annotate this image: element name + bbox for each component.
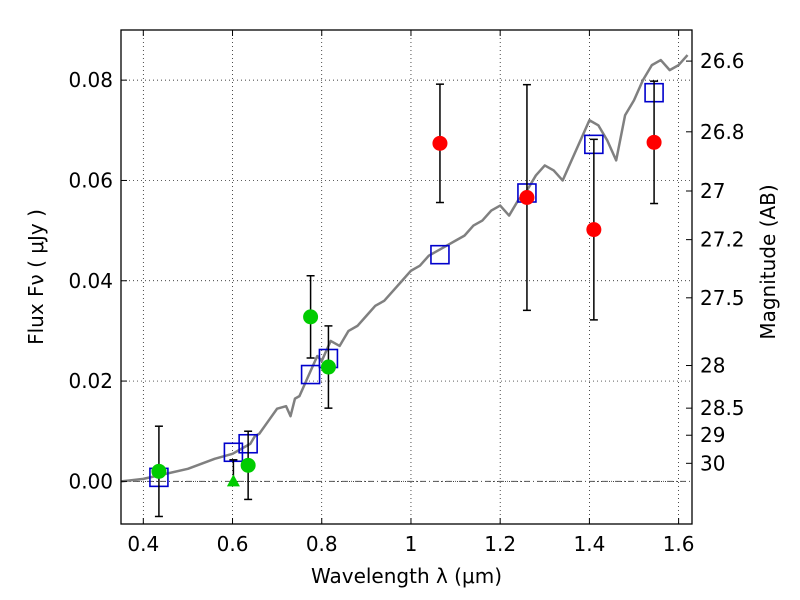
y-tick-label: 0.06 bbox=[68, 168, 113, 192]
y-tick-label: 0.04 bbox=[68, 269, 113, 293]
model-layer bbox=[149, 82, 664, 488]
right-tick-label: 27.5 bbox=[700, 286, 745, 310]
right-tick-label: 27.2 bbox=[700, 228, 745, 252]
red-point bbox=[646, 134, 662, 150]
red-point bbox=[586, 222, 602, 238]
green-point bbox=[240, 457, 256, 473]
ticks-layer: 0.4 0.6 0.8 1 1.2 1.4 1.6 0.00 0.02 0.04 0.06 0.08 2… bbox=[68, 30, 745, 556]
x-tick-label: 1.2 bbox=[484, 532, 516, 556]
green-point bbox=[303, 309, 319, 325]
green-triangle-point bbox=[226, 474, 240, 487]
y-axis-label-right: Magnitude (AB) bbox=[756, 184, 780, 339]
right-tick-label: 27 bbox=[700, 179, 725, 203]
green-point bbox=[320, 359, 336, 375]
right-tick-label: 28 bbox=[700, 354, 725, 378]
right-tick-label: 30 bbox=[700, 451, 725, 475]
x-axis-label: Wavelength λ (μm) bbox=[311, 564, 502, 588]
points-layer bbox=[151, 80, 662, 518]
x-tick-label: 1.6 bbox=[663, 532, 695, 556]
y-tick-label: 0.00 bbox=[68, 469, 113, 493]
model-square bbox=[300, 364, 321, 385]
right-tick-label: 28.5 bbox=[700, 396, 745, 420]
red-point bbox=[432, 135, 448, 151]
y-tick-label: 0.08 bbox=[68, 68, 113, 92]
x-tick-label: 0.6 bbox=[217, 532, 249, 556]
x-tick-label: 1 bbox=[405, 532, 418, 556]
x-tick-label: 1.4 bbox=[573, 532, 605, 556]
red-point bbox=[519, 190, 535, 206]
right-tick-label: 26.6 bbox=[700, 49, 745, 73]
spectrum-line bbox=[120, 54, 689, 483]
right-tick-label: 26.8 bbox=[700, 120, 745, 144]
right-tick-label: 29 bbox=[700, 423, 725, 447]
model-square bbox=[430, 244, 450, 265]
spectrum-layer bbox=[120, 54, 689, 483]
x-tick-label: 0.4 bbox=[127, 532, 159, 556]
green-point bbox=[151, 463, 167, 479]
x-tick-label: 0.8 bbox=[306, 532, 338, 556]
y-axis-label: Flux Fν ( μJy ) bbox=[24, 209, 48, 345]
y-tick-label: 0.02 bbox=[68, 369, 113, 393]
plot-frame bbox=[120, 29, 693, 525]
